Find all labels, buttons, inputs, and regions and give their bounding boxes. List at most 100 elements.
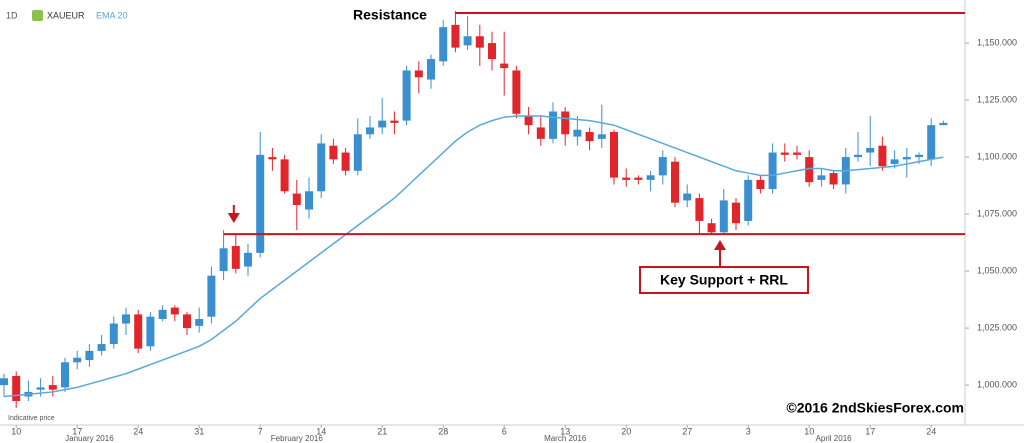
candle-body: [671, 161, 679, 203]
candle-body: [366, 127, 374, 135]
candle-body: [878, 145, 887, 167]
x-tick-label: 20: [621, 426, 631, 436]
candle-body: [402, 70, 411, 121]
candle-body: [829, 173, 838, 185]
symbol: XAUEUR: [47, 10, 85, 20]
candle-body: [744, 179, 753, 221]
candle-body: [183, 314, 191, 329]
candle-body: [890, 159, 899, 164]
support-label: Key Support + RRL: [660, 272, 788, 288]
arrow-head: [714, 240, 726, 250]
candle-body: [488, 43, 496, 60]
candle-body: [854, 154, 862, 158]
month-label: January 2016: [65, 434, 114, 443]
candle-body: [658, 157, 667, 176]
x-tick-label: 28: [438, 426, 448, 436]
support-box: [639, 266, 809, 294]
candle-body: [597, 134, 606, 139]
candle-body: [207, 275, 216, 317]
candle-body: [902, 157, 911, 160]
candle-body: [634, 177, 643, 180]
candle-body: [109, 323, 118, 345]
candle-body: [536, 127, 545, 139]
candle-body: [573, 129, 582, 137]
candle-body: [439, 27, 448, 62]
x-tick-label: 10: [804, 426, 814, 436]
candle-body: [475, 36, 484, 48]
candle-body: [353, 134, 362, 171]
candle-body: [0, 378, 8, 386]
footnote: Indicative price: [8, 415, 55, 422]
y-tick-label: 1,075.000: [977, 208, 1017, 218]
candle-body: [817, 175, 826, 180]
y-tick-label: 1,150.000: [977, 37, 1017, 47]
candle-body: [732, 202, 740, 224]
candle-body: [122, 314, 130, 324]
candle-body: [390, 120, 399, 123]
x-tick-label: 17: [865, 426, 875, 436]
month-label: April 2016: [816, 434, 853, 443]
candle-body: [85, 350, 94, 361]
candle-body: [561, 111, 570, 135]
month-label: March 2016: [544, 434, 587, 443]
candle-body: [61, 362, 69, 388]
candle-body: [719, 200, 728, 233]
candle-body: [622, 177, 631, 180]
y-tick-label: 1,000.000: [977, 379, 1017, 389]
candle-body: [768, 152, 777, 190]
candle-body: [414, 70, 423, 78]
y-tick-label: 1,025.000: [977, 322, 1017, 332]
candle-body: [646, 175, 655, 180]
x-tick-label: 21: [377, 426, 387, 436]
candle-body: [134, 314, 143, 349]
candle-body: [793, 152, 801, 155]
candle-body: [244, 252, 252, 267]
candle-body: [97, 344, 106, 351]
candle-body: [500, 63, 509, 69]
candle-body: [695, 198, 704, 221]
candle-body: [610, 132, 618, 178]
copyright: ©2016 2ndSkiesForex.com: [786, 400, 964, 416]
month-label: February 2016: [271, 434, 324, 443]
candle-body: [36, 387, 45, 390]
x-tick-label: 10: [11, 426, 21, 436]
candle-body: [927, 125, 936, 160]
candle-body: [683, 193, 692, 201]
candle-body: [317, 143, 326, 192]
candle-body: [170, 307, 179, 315]
candle-body: [451, 24, 460, 48]
x-tick-label: 13: [560, 426, 570, 436]
indicator-legend: EMA 20: [96, 10, 128, 20]
candle-body: [524, 116, 533, 126]
candle-body: [219, 248, 228, 272]
candle-body: [73, 357, 82, 363]
candle-body: [231, 246, 240, 269]
interval: 1D: [6, 10, 18, 20]
candle-body: [341, 152, 350, 171]
candle-body: [48, 385, 57, 390]
candle-body: [549, 111, 557, 139]
y-tick-label: 1,050.000: [977, 265, 1017, 275]
candle-body: [268, 157, 277, 160]
candle-body: [329, 145, 338, 160]
x-tick-label: 24: [926, 426, 936, 436]
candle-body: [427, 59, 435, 80]
x-tick-label: 27: [682, 426, 692, 436]
candle-body: [780, 152, 789, 155]
down-arrow-head: [227, 213, 240, 223]
y-tick-label: 1,100.000: [977, 151, 1017, 161]
candle-body: [305, 191, 313, 210]
y-tick-label: 1,125.000: [977, 94, 1017, 104]
candle-body: [280, 159, 289, 192]
candle-body: [12, 375, 21, 402]
candle-body: [378, 120, 387, 128]
x-tick-label: 3: [746, 426, 751, 436]
candle-body: [939, 122, 948, 126]
candle-body: [915, 154, 923, 158]
candle-body: [146, 316, 155, 347]
candle-body: [866, 147, 875, 153]
x-tick-label: 14: [316, 426, 326, 436]
ema-line: [3, 115, 944, 398]
